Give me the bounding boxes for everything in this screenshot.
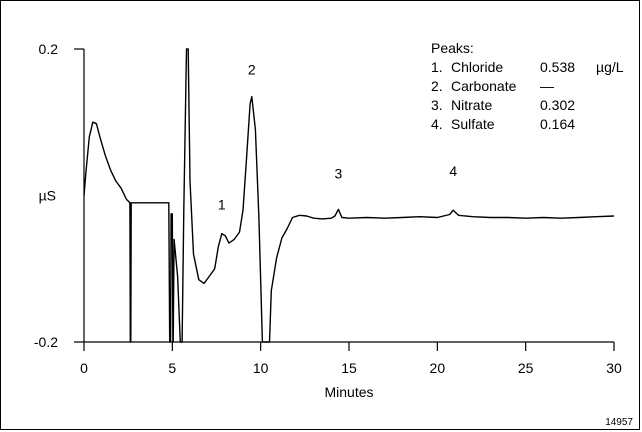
legend-entry-number: 2. xyxy=(431,78,443,94)
legend-entry-value: 0.538 xyxy=(540,59,575,75)
legend-unit: µg/L xyxy=(596,59,624,75)
x-tick-label: 20 xyxy=(430,360,446,376)
y-tick-label: 0.2 xyxy=(39,41,59,57)
figure-id: 14957 xyxy=(605,417,633,428)
legend-entry-name: Sulfate xyxy=(451,116,495,132)
x-tick-label: 0 xyxy=(80,360,88,376)
chromatogram-trace xyxy=(83,48,615,343)
legend-entry-value: 0.302 xyxy=(540,97,575,113)
x-axis-label: Minutes xyxy=(324,384,373,400)
peak-label: 4 xyxy=(449,163,457,179)
peak-label: 1 xyxy=(218,196,226,212)
legend-entry-number: 4. xyxy=(431,116,443,132)
x-tick-label: 15 xyxy=(341,360,357,376)
y-axis-label: µS xyxy=(39,188,56,204)
x-tick-label: 25 xyxy=(518,360,534,376)
legend-entry-value: 0.164 xyxy=(540,116,575,132)
legend-entry-name: Nitrate xyxy=(451,97,492,113)
legend-entry-name: Chloride xyxy=(451,59,503,75)
y-tick-label: -0.2 xyxy=(34,334,58,350)
peak-label: 2 xyxy=(248,62,256,78)
x-tick-label: 5 xyxy=(168,360,176,376)
legend-entry-name: Carbonate xyxy=(451,78,517,94)
legend-entry-value: — xyxy=(540,78,554,94)
x-tick-label: 10 xyxy=(253,360,269,376)
legend-entry-number: 3. xyxy=(431,97,443,113)
x-tick-label: 30 xyxy=(606,360,622,376)
peak-label: 3 xyxy=(335,166,343,182)
legend-entry-number: 1. xyxy=(431,59,443,75)
legend-title: Peaks: xyxy=(431,40,474,56)
